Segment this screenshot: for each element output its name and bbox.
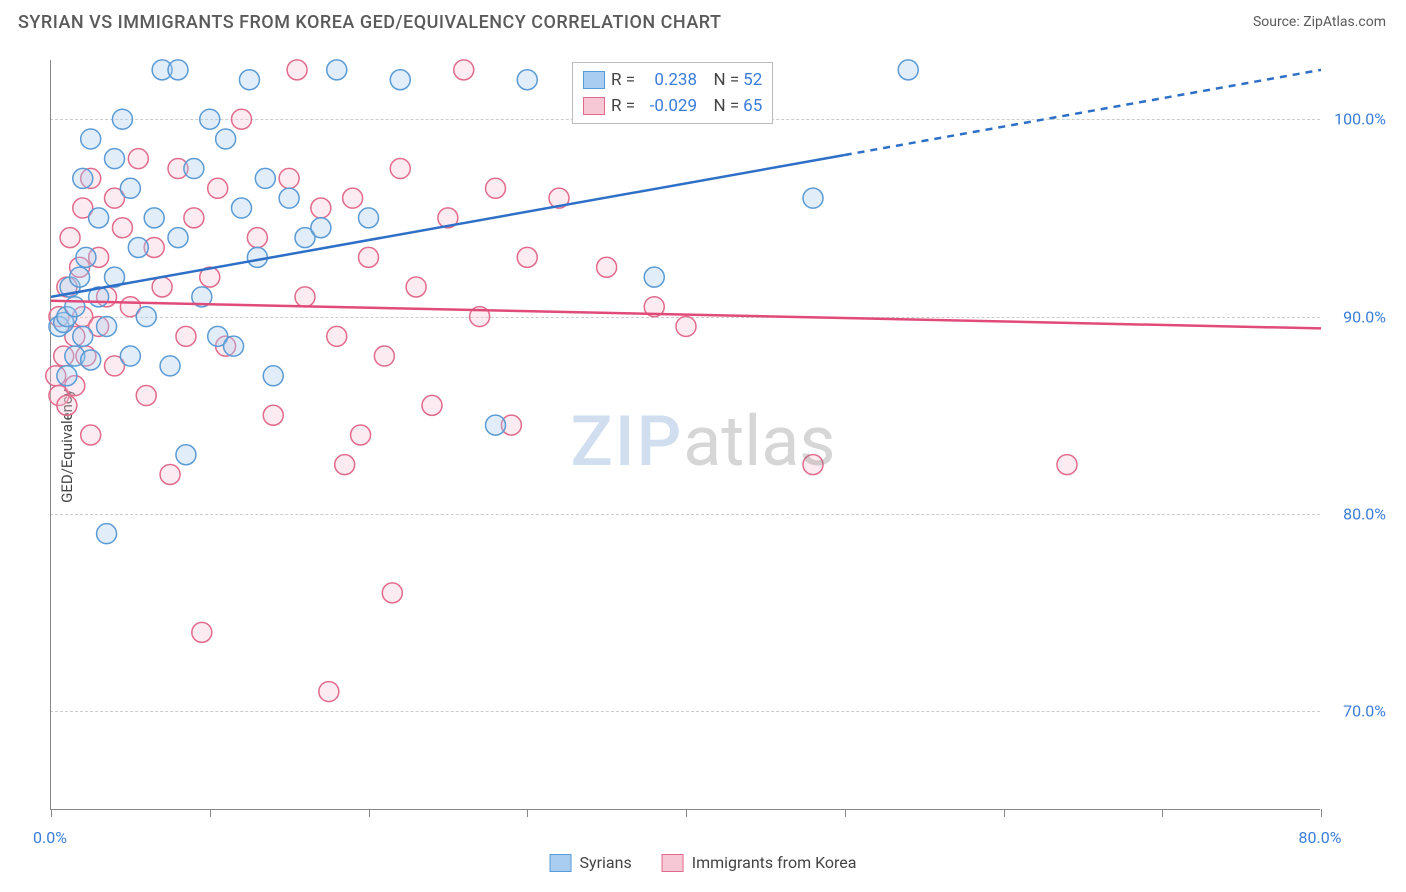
legend-item-syrians: Syrians	[550, 853, 632, 872]
plot-area	[50, 60, 1320, 810]
R-label: R =	[611, 96, 635, 116]
N-label: N =	[713, 96, 739, 116]
N-label: N =	[713, 70, 739, 90]
correlation-legend: R = 0.238 N = 52 R = -0.029 N = 65	[572, 62, 773, 124]
legend-swatch-syrians	[583, 71, 605, 89]
chart-title: SYRIAN VS IMMIGRANTS FROM KOREA GED/EQUI…	[18, 12, 721, 33]
legend-item-korea: Immigrants from Korea	[662, 853, 857, 872]
legend-swatch-syrians-bottom	[550, 854, 572, 872]
R-value-korea: -0.029	[639, 96, 697, 116]
series-legend: Syrians Immigrants from Korea	[550, 853, 857, 872]
N-value-syrians: 52	[743, 70, 762, 90]
legend-swatch-korea	[583, 97, 605, 115]
N-value-korea: 65	[743, 96, 762, 116]
chart-svg	[51, 60, 1320, 809]
legend-label-korea: Immigrants from Korea	[692, 853, 857, 872]
legend-label-syrians: Syrians	[580, 853, 632, 872]
R-label: R =	[611, 70, 635, 90]
legend-row-korea: R = -0.029 N = 65	[583, 93, 762, 119]
source-attribution: Source: ZipAtlas.com	[1253, 14, 1386, 30]
R-value-syrians: 0.238	[639, 70, 697, 90]
legend-row-syrians: R = 0.238 N = 52	[583, 67, 762, 93]
legend-swatch-korea-bottom	[662, 854, 684, 872]
